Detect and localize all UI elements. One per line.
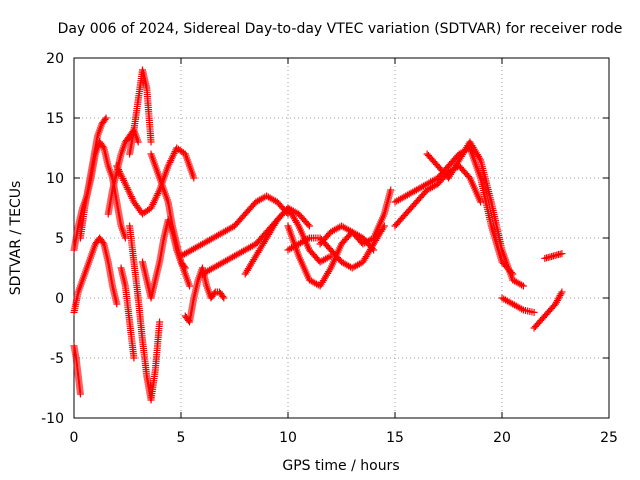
- data-point: [519, 282, 527, 290]
- series-trace-18: [316, 186, 395, 248]
- series-trace-21: [423, 138, 527, 290]
- y-tick-label: 20: [46, 51, 64, 67]
- data-point: [101, 116, 109, 123]
- data-point: [220, 294, 228, 302]
- data-point: [147, 138, 155, 146]
- series-trace-9: [113, 144, 198, 218]
- x-tick-label: 5: [177, 430, 186, 446]
- x-tick-label: 20: [493, 430, 511, 446]
- series-trace-6: [117, 264, 138, 362]
- x-tick-label: 15: [386, 430, 404, 446]
- series-trace-14: [198, 204, 313, 278]
- data-point: [180, 263, 188, 270]
- data-point: [156, 318, 164, 326]
- series-trace-3: [70, 234, 121, 316]
- data-point: [76, 390, 84, 398]
- data-point: [304, 221, 312, 228]
- data-point: [387, 186, 395, 194]
- data-point: [558, 250, 566, 258]
- series-trace-7: [126, 66, 155, 158]
- data-point: [305, 222, 313, 230]
- data-point: [477, 198, 485, 206]
- y-tick-label: -5: [50, 351, 64, 367]
- chart-title: Day 006 of 2024, Sidereal Day-to-day VTE…: [58, 21, 623, 37]
- series-trace-4: [76, 114, 110, 242]
- series-trace-1: [70, 342, 84, 398]
- data-point: [130, 354, 138, 362]
- data-point: [181, 264, 189, 272]
- y-tick-label: -10: [41, 411, 64, 427]
- data-point: [121, 234, 129, 242]
- data-point: [99, 239, 107, 246]
- y-axis-label: SDTVAR / TECUs: [8, 181, 24, 296]
- series-trace-24: [541, 250, 566, 262]
- data-points: [70, 66, 566, 404]
- series-trace-22: [498, 294, 538, 316]
- data-point: [102, 114, 110, 122]
- series-trace-15: [241, 204, 335, 278]
- data-point: [219, 293, 227, 300]
- x-tick-label: 25: [600, 430, 618, 446]
- data-point: [134, 138, 142, 146]
- axis-ticks: 0 5 10 15 20 25 -10 -5 0 5 10 15 20: [41, 51, 618, 446]
- data-point: [99, 143, 107, 150]
- data-point: [530, 308, 538, 316]
- x-tick-label: 10: [279, 430, 297, 446]
- data-point: [558, 288, 566, 296]
- y-tick-label: 5: [55, 231, 64, 247]
- series-trace-13: [177, 192, 292, 260]
- data-point: [113, 300, 121, 308]
- y-tick-label: 10: [46, 171, 64, 187]
- x-tick-label: 0: [70, 430, 79, 446]
- series-trace-23: [530, 288, 566, 332]
- data-point: [190, 174, 198, 182]
- x-axis-label: GPS time / hours: [282, 458, 399, 474]
- data-point: [210, 290, 218, 297]
- data-point: [557, 290, 565, 298]
- series-trace-8: [126, 222, 164, 404]
- y-tick-label: 0: [55, 291, 64, 307]
- series-trace-17: [284, 222, 388, 272]
- data-point: [186, 282, 194, 290]
- y-tick-label: 15: [46, 111, 64, 127]
